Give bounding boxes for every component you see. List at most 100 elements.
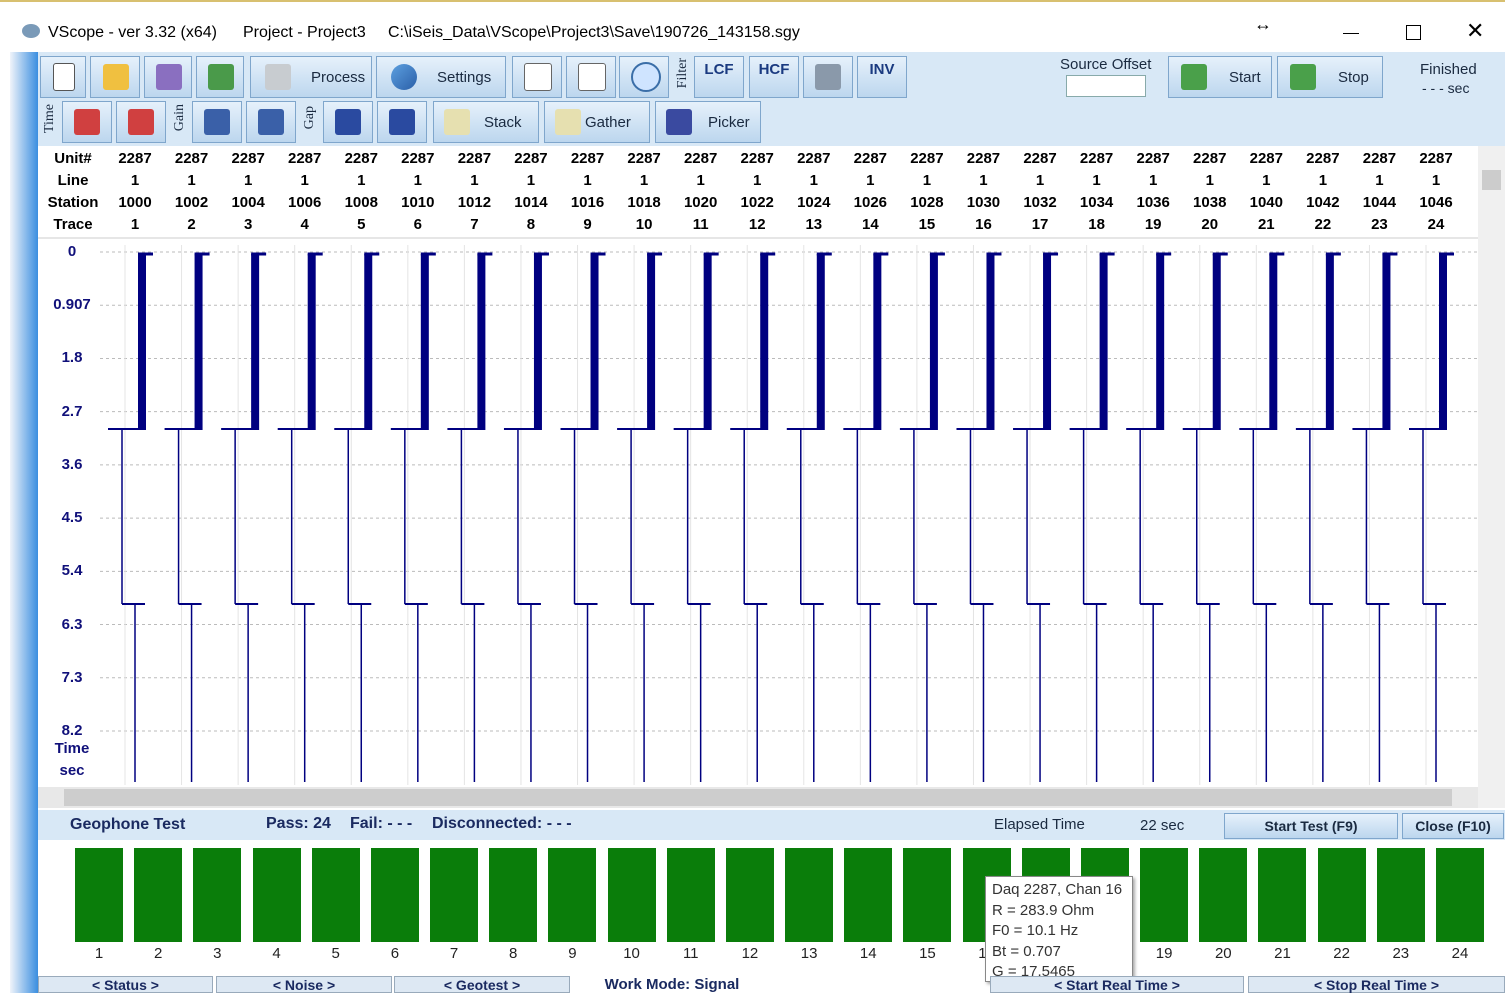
header-unit: 2287 [1193, 150, 1227, 167]
title-bar [0, 0, 1505, 52]
zoom-button[interactable] [619, 56, 669, 98]
minimize-button[interactable] [1343, 33, 1359, 34]
stop-label: Stop [1338, 68, 1369, 86]
header-trace: 8 [526, 216, 536, 233]
header-station: 1018 [627, 194, 661, 211]
header-line: 1 [1318, 172, 1328, 189]
open-button[interactable] [90, 56, 140, 98]
header-trace: 4 [300, 216, 309, 233]
header-trace: 14 [862, 216, 879, 233]
channel-bar [903, 848, 952, 942]
channel-bar [844, 848, 893, 942]
channel-number: 3 [213, 945, 222, 962]
header-unit: 2287 [740, 150, 774, 167]
stop-button[interactable]: Stop [1277, 56, 1383, 98]
select-button[interactable] [566, 56, 616, 98]
time-tick-label: 2.7 [61, 402, 83, 420]
header-trace: 15 [918, 216, 936, 233]
new-button[interactable] [40, 56, 86, 98]
inv-label: INV [869, 61, 895, 78]
settings-label: Settings [437, 68, 492, 86]
tab-button[interactable]: < Noise > [216, 976, 392, 993]
inv-button[interactable]: INV [857, 56, 907, 98]
header-station: 1036 [1136, 194, 1170, 211]
picker-button[interactable]: Picker [655, 101, 761, 143]
hcf-label: HCF [758, 61, 790, 78]
header-unit: 2287 [1419, 150, 1453, 167]
header-label: Unit# [54, 150, 92, 167]
channel-number: 14 [859, 945, 877, 962]
elapsed-label: Elapsed Time [994, 816, 1085, 833]
start-button[interactable]: Start [1168, 56, 1272, 98]
header-station: 1038 [1193, 194, 1227, 211]
header-line: 1 [753, 172, 762, 189]
move-button[interactable] [512, 56, 562, 98]
mode-label: Geophone Test [70, 816, 186, 833]
header-unit: 2287 [966, 150, 1001, 167]
download-button[interactable] [196, 56, 244, 98]
header-trace: 1 [130, 216, 140, 233]
header-line: 1 [470, 172, 479, 189]
header-trace: 5 [357, 216, 366, 233]
channel-number: 6 [390, 945, 400, 962]
time-compress-button[interactable] [116, 101, 166, 143]
gap-up-button[interactable] [323, 101, 373, 143]
channel-bar [1317, 848, 1366, 942]
horizontal-scrollbar[interactable] [38, 787, 1478, 808]
tab-button[interactable]: < Status > [38, 976, 213, 993]
gain-up-button[interactable] [192, 101, 242, 143]
trace-panel [38, 238, 1478, 786]
close-test-button[interactable]: Close (F10) [1402, 813, 1504, 839]
header-line: 1 [130, 172, 140, 189]
tooltip-line: Daq 2287, Chan 16 [992, 881, 1123, 898]
header-trace: 3 [243, 216, 253, 233]
file-path: C:\iSeis_Data\VScope\Project3\Save\19072… [388, 24, 800, 41]
tooltip-line: R = 283.9 Ohm [992, 901, 1095, 919]
save-button[interactable] [144, 56, 192, 98]
header-station: 1022 [740, 194, 774, 211]
stack-label: Stack [484, 113, 522, 131]
header-unit: 2287 [683, 150, 718, 167]
stack-button[interactable]: Stack [433, 101, 539, 143]
header-unit: 2287 [1249, 150, 1283, 167]
start-test-button[interactable]: Start Test (F9) [1224, 813, 1398, 839]
channel-bar [725, 848, 774, 942]
tab-button[interactable]: < Stop Real Time > [1248, 976, 1505, 993]
picker-label: Picker [708, 113, 750, 131]
header-line: 1 [583, 172, 592, 189]
resize-icon: ↔ [1254, 14, 1272, 34]
header-label: Trace [53, 216, 93, 233]
header-line: 1 [526, 172, 536, 189]
hcf-button[interactable]: HCF [749, 56, 799, 98]
header-station: 1002 [174, 194, 209, 211]
time-tick-label: 4.5 [61, 509, 83, 527]
gap-down-button[interactable] [377, 101, 427, 143]
source-offset-input[interactable] [1066, 75, 1146, 97]
header-trace: 9 [583, 216, 592, 233]
process-button[interactable]: Process [250, 56, 372, 98]
lcf-button[interactable]: LCF [694, 56, 744, 98]
tab-button[interactable]: < Start Real Time > [990, 976, 1244, 993]
header-trace: 16 [975, 216, 992, 233]
time-expand-button[interactable] [62, 101, 112, 143]
header-unit: 2287 [231, 150, 265, 167]
lcf-label: LCF [704, 61, 734, 78]
channel-bar [75, 848, 123, 942]
vertical-scrollbar[interactable] [1478, 146, 1505, 808]
gain-down-button[interactable] [246, 101, 296, 143]
header-trace: 6 [413, 216, 422, 233]
close-button[interactable]: ✕ [1466, 18, 1485, 43]
channel-bar [193, 848, 242, 942]
header-station: 1030 [966, 194, 1001, 211]
settings-button[interactable]: Settings [376, 56, 506, 98]
header-trace: 18 [1088, 216, 1105, 233]
notch-button[interactable] [803, 56, 853, 98]
gather-button[interactable]: Gather [544, 101, 650, 143]
time-tick-label: 8.2 [61, 722, 83, 739]
tab-button[interactable]: < Geotest > [394, 976, 570, 993]
maximize-button[interactable] [1406, 25, 1421, 40]
header-station: 1026 [853, 194, 888, 211]
left-frame [10, 52, 38, 993]
